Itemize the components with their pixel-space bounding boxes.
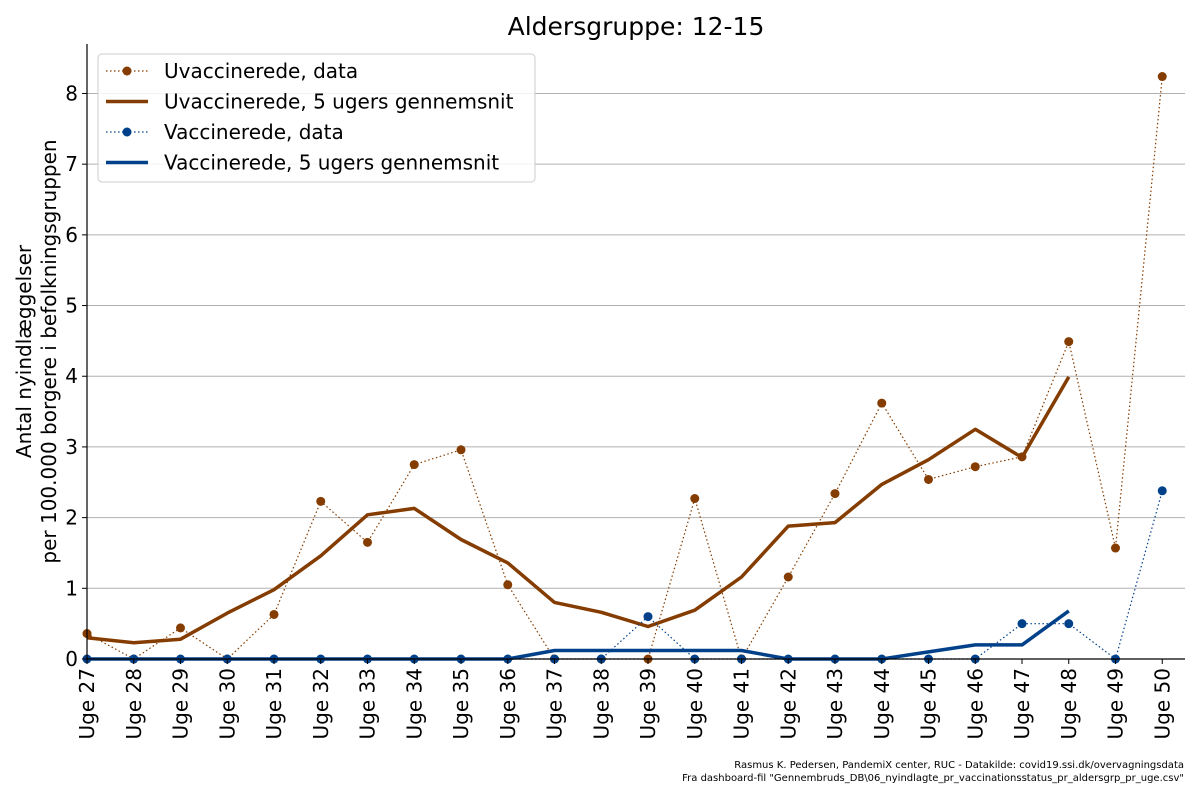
x-tick-label: Uge 40 [683, 668, 707, 739]
x-tick-label: Uge 41 [730, 668, 754, 739]
legend-box [97, 53, 536, 183]
data-point [176, 623, 185, 633]
data-point [783, 572, 793, 582]
credit-line-2: Fra dashboard-fil "Gennembruds_DB\06_nyi… [682, 773, 1184, 784]
x-tick-label: Uge 50 [1150, 668, 1174, 739]
y-tick-label: 7 [65, 152, 78, 176]
data-point [409, 460, 419, 470]
x-tick-label: Uge 45 [917, 668, 941, 739]
y-tick-label: 3 [65, 435, 78, 459]
legend-label: Uvaccinerede, data [164, 59, 358, 83]
data-point [877, 398, 887, 408]
x-tick-label: Uge 30 [215, 668, 239, 739]
x-tick-label: Uge 27 [75, 668, 99, 739]
data-point [1157, 486, 1167, 496]
data-point [1064, 619, 1074, 629]
data-point [503, 580, 513, 590]
y-tick-label: 2 [65, 506, 78, 530]
y-tick-label: 0 [65, 647, 78, 671]
data-point [316, 496, 326, 506]
data-point [924, 474, 933, 484]
x-tick-label: Uge 37 [543, 668, 567, 739]
x-tick-label: Uge 46 [963, 668, 987, 739]
legend-entry: Uvaccinerede, data [106, 59, 358, 83]
y-tick-label: 8 [65, 81, 78, 105]
legend: Uvaccinerede, data Uvaccinerede, 5 ugers … [97, 53, 536, 183]
legend-marker [122, 66, 132, 76]
chart-title: Aldersgruppe: 12-15 [508, 12, 765, 41]
data-point [1064, 337, 1074, 347]
credit-line-1: Rasmus K. Pedersen, PandemiX center, RUC… [734, 760, 1184, 771]
y-tick-label: 4 [65, 364, 78, 388]
x-tick-label: Uge 39 [636, 668, 660, 739]
x-tick-label: Uge 48 [1057, 668, 1081, 739]
legend-marker [122, 127, 132, 137]
data-point [830, 489, 840, 499]
series-line [87, 490, 1163, 661]
x-tick-label: Uge 31 [262, 668, 286, 739]
x-tick-label: Uge 28 [122, 668, 146, 739]
x-tick-label: Uge 44 [870, 668, 894, 739]
y-tick-label: 5 [65, 294, 78, 318]
y-axis-label: Antal nyindlæggelser per 100.000 borgere … [12, 139, 61, 563]
data-point [456, 445, 466, 455]
x-tick-label: Uge 29 [169, 668, 193, 739]
series-line [87, 609, 1070, 661]
legend-label: Uvaccinerede, 5 ugers gennemsnit [164, 90, 514, 114]
data-point [1111, 543, 1120, 553]
legend-entry: Vaccinerede, data [106, 120, 344, 144]
series-line [86, 376, 1071, 645]
x-tick-label: Uge 42 [776, 668, 800, 739]
x-tick-label: Uge 47 [1010, 668, 1034, 739]
x-tick-label: Uge 43 [823, 668, 847, 739]
y-tick-label: 1 [65, 576, 78, 600]
axes: 0 1 2 3 4 5 6 7 8 Uge 27 Uge 28 Uge 29 Uge 30 Uge 31 U… [65, 44, 1185, 739]
series-1 [86, 376, 1071, 645]
data-point [643, 612, 653, 622]
x-tick-label: Uge 38 [589, 668, 613, 739]
legend-entry: Uvaccinerede, 5 ugers gennemsnit [106, 90, 514, 114]
data-point [269, 609, 279, 619]
series-3 [87, 609, 1070, 661]
x-tick-label: Uge 33 [356, 668, 380, 739]
data-point [363, 537, 372, 547]
series-2 [82, 486, 1167, 664]
x-tick-label: Uge 36 [496, 668, 520, 739]
x-tick-label: Uge 32 [309, 668, 333, 739]
y-tick-label: 6 [65, 223, 78, 247]
data-point [970, 462, 980, 472]
legend-label: Vaccinerede, data [164, 120, 344, 144]
legend-label: Vaccinerede, 5 ugers gennemsnit [164, 151, 499, 175]
y-axis-label-line: Antal nyindlæggelser [12, 244, 36, 458]
legend-entry: Vaccinerede, 5 ugers gennemsnit [106, 151, 499, 175]
data-point [1017, 619, 1027, 629]
x-tick-label: Uge 35 [449, 668, 473, 739]
data-point [690, 494, 700, 504]
x-tick-label: Uge 34 [402, 668, 426, 739]
y-axis-label-line: per 100.000 borgere i befolkningsgruppen [37, 139, 61, 563]
x-tick-label: Uge 49 [1104, 668, 1128, 739]
data-point [1157, 72, 1167, 82]
